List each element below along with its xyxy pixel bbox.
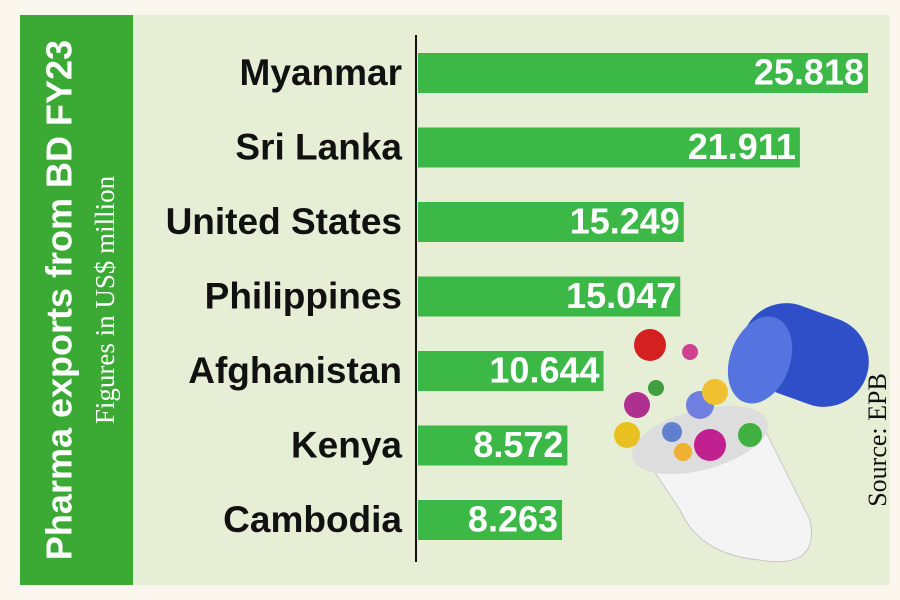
value-label: 8.572 (473, 424, 563, 465)
bar (418, 53, 868, 93)
bar (418, 425, 568, 466)
bar (418, 202, 684, 242)
value-label: 21.911 (688, 126, 796, 167)
category-label: Sri Lanka (235, 126, 402, 167)
bar (418, 500, 563, 540)
value-label: 10.644 (489, 350, 599, 391)
value-label: 15.249 (570, 201, 680, 242)
value-label: 25.818 (754, 52, 864, 93)
value-label: 15.047 (566, 275, 676, 316)
title-band (20, 15, 133, 585)
value-label: 8.263 (468, 499, 558, 540)
source-note: Source: EPB (863, 373, 892, 507)
bar (418, 351, 604, 391)
bar (418, 127, 800, 168)
pill-illustration (614, 303, 869, 563)
category-label: United States (166, 201, 402, 242)
category-label: Kenya (291, 424, 402, 465)
category-label: Afghanistan (188, 350, 402, 391)
category-label: Cambodia (223, 499, 402, 540)
category-label: Myanmar (240, 52, 402, 93)
bar (418, 276, 681, 317)
category-label: Philippines (205, 275, 402, 316)
chart-subtitle: Figures in US$ million (90, 175, 120, 424)
chart-title: Pharma exports from BD FY23 (39, 40, 80, 560)
